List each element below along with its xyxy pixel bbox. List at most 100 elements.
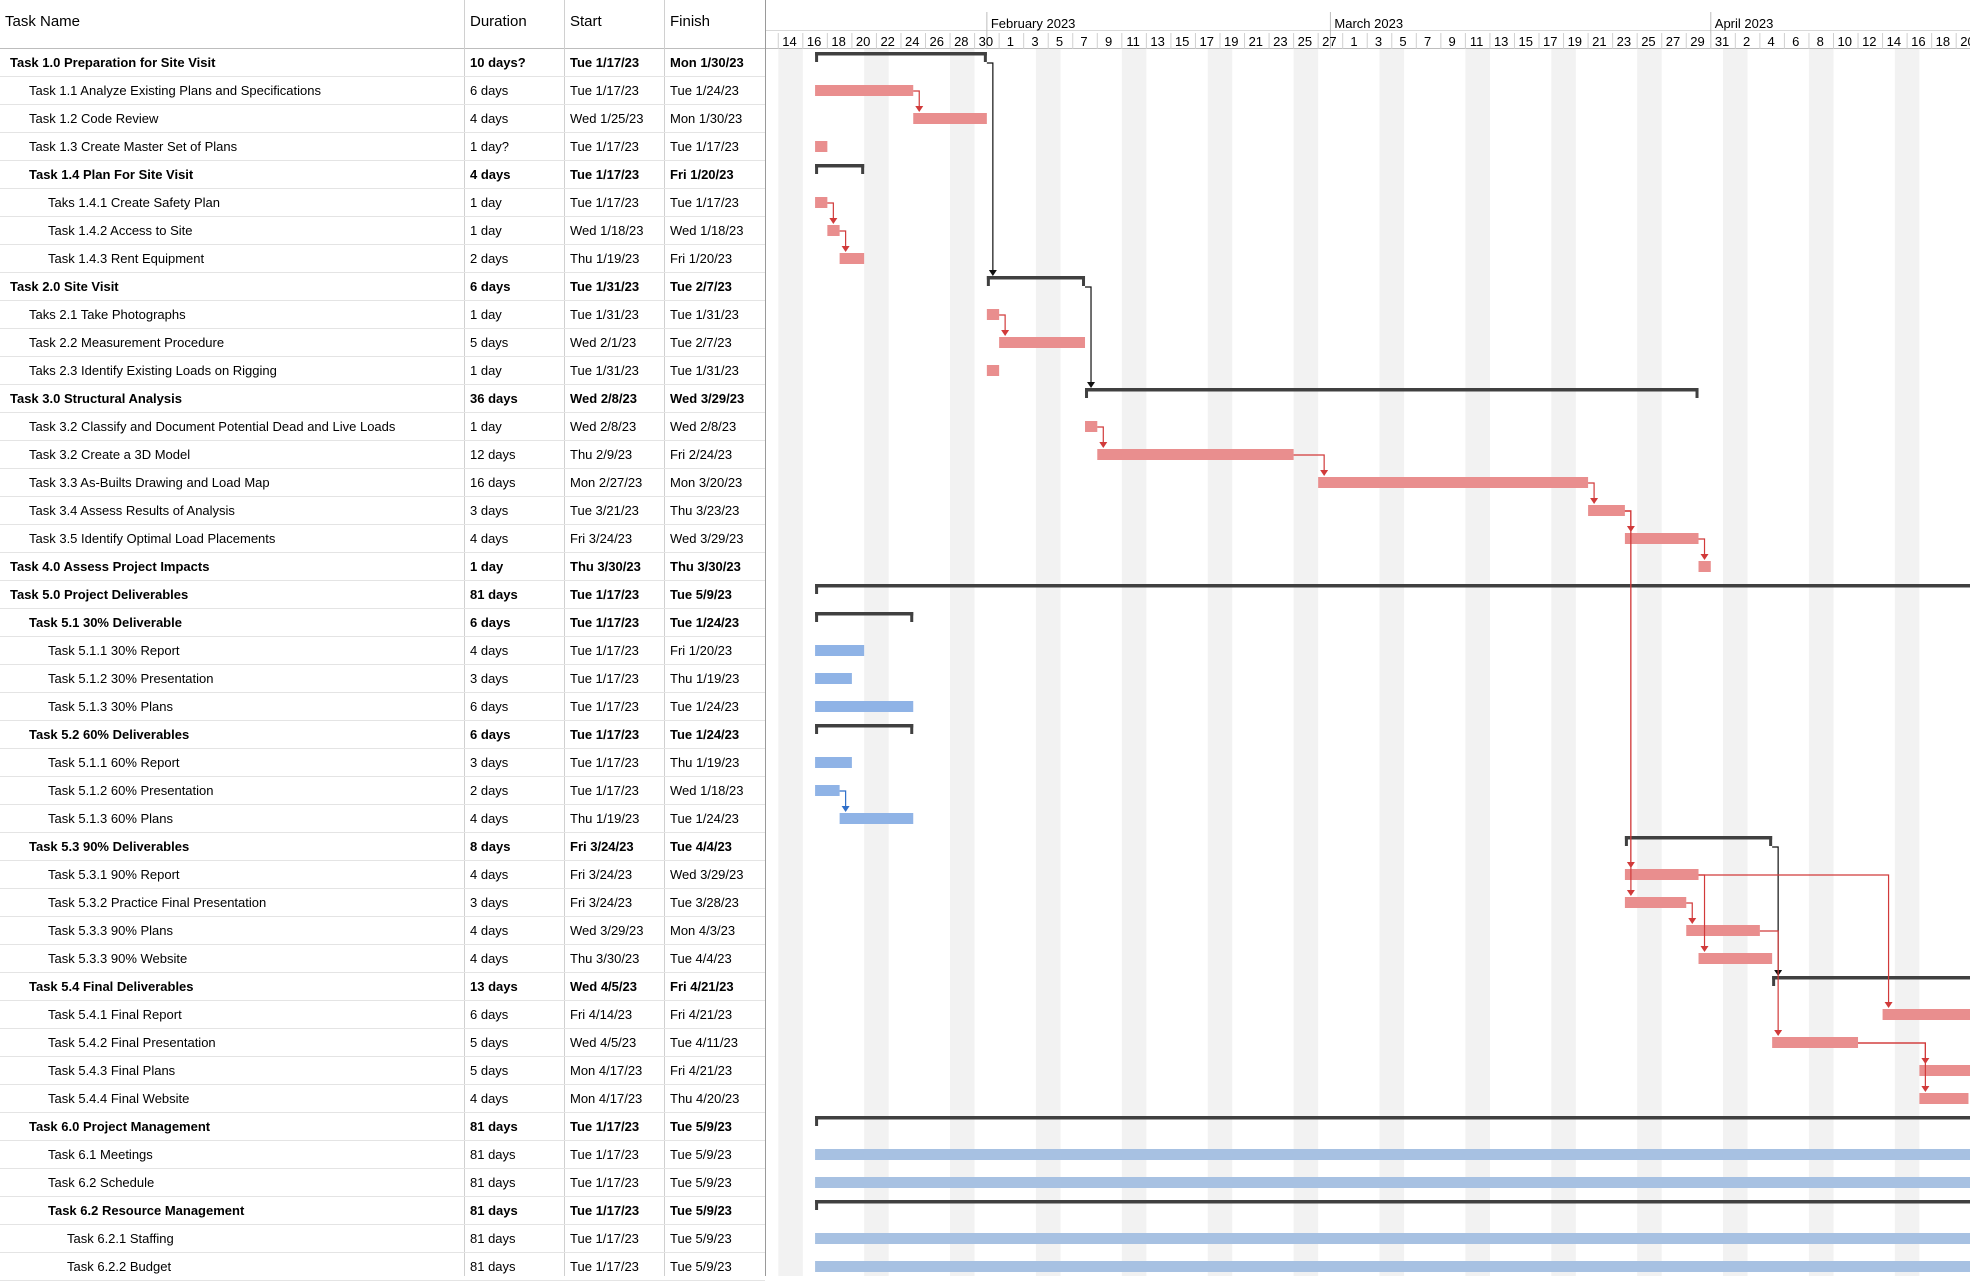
finish-cell: Tue 1/24/23 bbox=[670, 811, 739, 826]
task-name-cell: Task 5.1.3 30% Plans bbox=[48, 699, 174, 714]
day-tick-label: 29 bbox=[1690, 34, 1704, 49]
table-row[interactable]: Task 3.0 Structural Analysis 36 days Wed 2… bbox=[0, 385, 765, 413]
day-tick-label: 18 bbox=[831, 34, 845, 49]
column-header-task-name[interactable]: Task Name bbox=[0, 0, 465, 49]
start-cell: Tue 1/17/23 bbox=[570, 55, 640, 70]
table-row[interactable]: Task 1.0 Preparation for Site Visit 10 da… bbox=[0, 49, 765, 77]
dependency-arrowhead bbox=[1921, 1086, 1930, 1092]
day-tick-label: 25 bbox=[1298, 34, 1312, 49]
table-row[interactable]: Task 6.2.1 Staffing 81 days Tue 1/17/23 Tue… bbox=[0, 1225, 765, 1253]
table-row[interactable]: Task 5.4 Final Deliverables 13 days Wed 4/… bbox=[0, 973, 765, 1001]
table-row[interactable]: Task 4.0 Assess Project Impacts 1 day Thu … bbox=[0, 553, 765, 581]
start-cell: Tue 1/17/23 bbox=[570, 587, 640, 602]
finish-cell: Tue 1/17/23 bbox=[670, 139, 739, 154]
summary-bar bbox=[1624, 836, 1773, 840]
table-row[interactable]: Task 3.4 Assess Results of Analysis 3 day… bbox=[0, 497, 765, 525]
table-row[interactable]: Task 5.1.3 60% Plans 4 days Thu 1/19/23 Tue… bbox=[0, 805, 765, 833]
table-row[interactable]: Task 5.1.3 30% Plans 6 days Tue 1/17/23 Tue… bbox=[0, 693, 765, 721]
duration-cell: 8 days bbox=[470, 839, 511, 854]
dependency-link bbox=[1686, 902, 1693, 920]
duration-cell: 2 days bbox=[470, 251, 509, 266]
finish-cell: Tue 2/7/23 bbox=[670, 335, 732, 350]
duration-cell: 6 days bbox=[470, 279, 511, 294]
table-row[interactable]: Taks 2.1 Take Photographs 1 day Tue 1/31/2… bbox=[0, 301, 765, 329]
day-tick-label: 20 bbox=[856, 34, 870, 49]
start-cell: Thu 1/19/23 bbox=[570, 811, 640, 826]
task-bar bbox=[815, 85, 914, 96]
table-row[interactable]: Task 5.4.4 Final Website 4 days Mon 4/17/2… bbox=[0, 1085, 765, 1113]
table-row[interactable]: Task 3.3 As-Builts Drawing and Load Map 1… bbox=[0, 469, 765, 497]
table-row[interactable]: Task 5.1 30% Deliverable 6 days Tue 1/17/2… bbox=[0, 609, 765, 637]
finish-cell: Tue 4/11/23 bbox=[670, 1035, 738, 1050]
task-name-cell: Task 5.1.2 60% Presentation bbox=[48, 783, 214, 798]
table-row[interactable]: Task 1.1 Analyze Existing Plans and Spec… bbox=[0, 77, 765, 105]
finish-cell: Tue 5/9/23 bbox=[670, 1259, 732, 1274]
table-row[interactable]: Task 5.3.1 90% Report 4 days Fri 3/24/23 We… bbox=[0, 861, 765, 889]
table-row[interactable]: Task 1.2 Code Review 4 days Wed 1/25/23 Mon… bbox=[0, 105, 765, 133]
table-row[interactable]: Task 5.3.3 90% Website 4 days Thu 3/30/23 T… bbox=[0, 945, 765, 973]
day-tick-label: 14 bbox=[1887, 34, 1901, 49]
task-bar bbox=[1686, 925, 1760, 936]
table-row[interactable]: Task 5.3 90% Deliverables 8 days Fri 3/24/… bbox=[0, 833, 765, 861]
table-row[interactable]: Task 2.2 Measurement Procedure 5 days Wed … bbox=[0, 329, 765, 357]
finish-cell: Wed 3/29/23 bbox=[670, 531, 744, 546]
table-row[interactable]: Task 1.3 Create Master Set of Plans 1 day… bbox=[0, 133, 765, 161]
table-row[interactable]: Task 5.1.2 60% Presentation 2 days Tue 1/1… bbox=[0, 777, 765, 805]
table-row[interactable]: Task 3.5 Identify Optimal Load Placement… bbox=[0, 525, 765, 553]
dependency-arrowhead bbox=[1700, 554, 1709, 560]
column-divider[interactable] bbox=[564, 0, 565, 1276]
column-header-finish[interactable]: Finish bbox=[665, 0, 765, 49]
duration-cell: 12 days bbox=[470, 447, 516, 462]
duration-cell: 4 days bbox=[470, 643, 509, 658]
dependency-link bbox=[1588, 482, 1595, 500]
task-bar bbox=[1698, 953, 1773, 964]
column-divider[interactable] bbox=[464, 0, 465, 1276]
day-tick-label: 16 bbox=[1911, 34, 1925, 49]
task-name-cell: Task 5.4.2 Final Presentation bbox=[48, 1035, 216, 1050]
table-row[interactable]: Task 5.0 Project Deliverables 81 days Tue … bbox=[0, 581, 765, 609]
table-row[interactable]: Task 5.4.3 Final Plans 5 days Mon 4/17/23 F… bbox=[0, 1057, 765, 1085]
table-row[interactable]: Task 1.4.2 Access to Site 1 day Wed 1/18/2… bbox=[0, 217, 765, 245]
table-row[interactable]: Task 6.1 Meetings 81 days Tue 1/17/23 Tue 5… bbox=[0, 1141, 765, 1169]
task-name-cell: Task 5.1.1 60% Report bbox=[48, 755, 180, 770]
finish-cell: Fri 1/20/23 bbox=[670, 643, 733, 658]
column-divider[interactable] bbox=[664, 0, 665, 1276]
table-row[interactable]: Task 1.4.3 Rent Equipment 2 days Thu 1/19/… bbox=[0, 245, 765, 273]
table-row[interactable]: Task 5.1.2 30% Presentation 3 days Tue 1/1… bbox=[0, 665, 765, 693]
column-header-duration[interactable]: Duration bbox=[465, 0, 565, 49]
day-tick-label: 5 bbox=[1399, 34, 1406, 49]
table-row[interactable]: Task 6.2 Schedule 81 days Tue 1/17/23 Tue 5… bbox=[0, 1169, 765, 1197]
table-row[interactable]: Task 1.4 Plan For Site Visit 4 days Tue 1/… bbox=[0, 161, 765, 189]
table-row[interactable]: Task 3.2 Classify and Document Potential… bbox=[0, 413, 765, 441]
table-row[interactable]: Taks 1.4.1 Create Safety Plan 1 day Tue 1/… bbox=[0, 189, 765, 217]
table-row[interactable]: Task 5.2 60% Deliverables 6 days Tue 1/17/… bbox=[0, 721, 765, 749]
finish-cell: Fri 4/21/23 bbox=[670, 1063, 733, 1078]
finish-cell: Thu 3/23/23 bbox=[670, 503, 740, 518]
start-cell: Tue 1/17/23 bbox=[570, 1175, 639, 1190]
table-row[interactable]: Task 3.2 Create a 3D Model 12 days Thu 2/9… bbox=[0, 441, 765, 469]
table-row[interactable]: Task 5.3.2 Practice Final Presentation 3 … bbox=[0, 889, 765, 917]
table-row[interactable]: Task 6.0 Project Management 81 days Tue 1/… bbox=[0, 1113, 765, 1141]
table-row[interactable]: Task 6.2 Resource Management 81 days Tue 1… bbox=[0, 1197, 765, 1225]
table-row[interactable]: Taks 2.3 Identify Existing Loads on Rigg… bbox=[0, 357, 765, 385]
weekend-shade bbox=[1723, 49, 1748, 1276]
start-cell: Tue 1/31/23 bbox=[570, 307, 639, 322]
weekend-shade bbox=[1894, 49, 1920, 1276]
table-row[interactable]: Task 6.2.2 Budget 81 days Tue 1/17/23 Tue 5… bbox=[0, 1253, 765, 1281]
day-tick-label: 14 bbox=[782, 34, 796, 49]
finish-cell: Tue 5/9/23 bbox=[670, 1119, 732, 1134]
table-row[interactable]: Task 5.1.1 60% Report 3 days Tue 1/17/23 Th… bbox=[0, 749, 765, 777]
task-bar bbox=[1318, 477, 1589, 488]
dependency-arrowhead bbox=[1884, 1002, 1893, 1008]
table-row[interactable]: Task 5.4.2 Final Presentation 5 days Wed 4… bbox=[0, 1029, 765, 1057]
table-row[interactable]: Task 2.0 Site Visit 6 days Tue 1/31/23 Tue … bbox=[0, 273, 765, 301]
start-cell: Wed 2/8/23 bbox=[570, 419, 637, 434]
weekend-shade bbox=[1035, 49, 1061, 1276]
column-header-start[interactable]: Start bbox=[565, 0, 665, 49]
task-name-cell: Task 3.2 Classify and Document Potential… bbox=[29, 419, 396, 434]
duration-cell: 81 days bbox=[470, 1147, 516, 1162]
table-row[interactable]: Task 5.3.3 90% Plans 4 days Wed 3/29/23 Mon… bbox=[0, 917, 765, 945]
table-row[interactable]: Task 5.1.1 30% Report 4 days Tue 1/17/23 Fr… bbox=[0, 637, 765, 665]
start-cell: Fri 4/14/23 bbox=[570, 1007, 633, 1022]
table-row[interactable]: Task 5.4.1 Final Report 6 days Fri 4/14/23… bbox=[0, 1001, 765, 1029]
